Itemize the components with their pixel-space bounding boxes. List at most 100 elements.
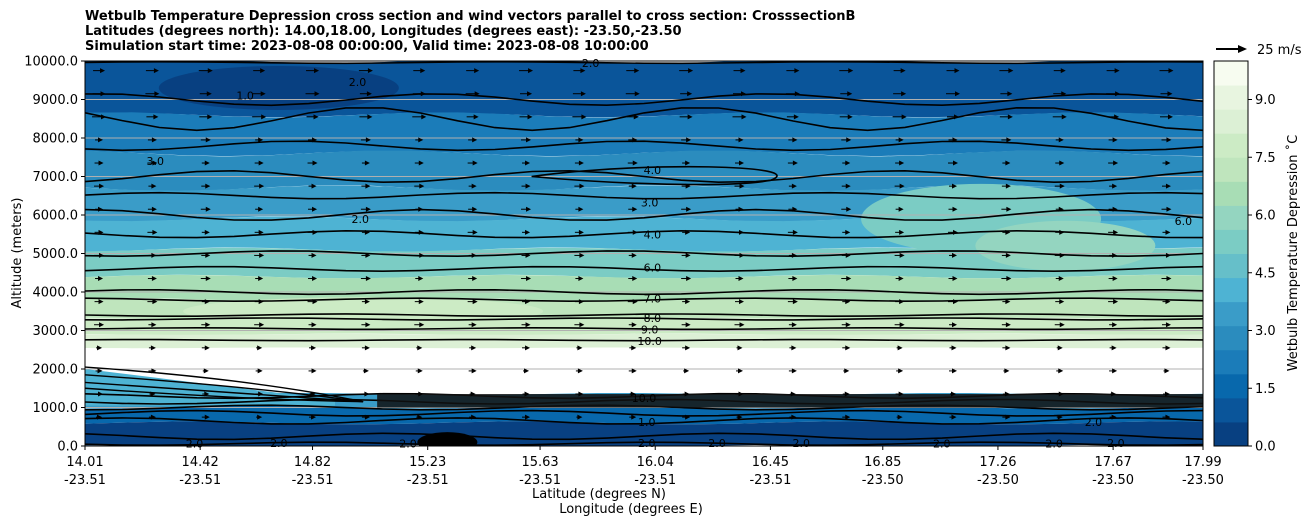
wind-vector-head	[207, 68, 213, 74]
contour-label: 2.0	[1107, 437, 1125, 450]
contour-band	[85, 274, 1203, 302]
x-tick-label-lon: -23.51	[634, 473, 676, 488]
wind-vector-head	[792, 160, 798, 166]
wind-vector-head	[99, 252, 105, 258]
wind-vector-head	[685, 345, 691, 351]
contour-line	[85, 140, 1203, 152]
wind-vector-head	[258, 229, 264, 235]
colorbar-swatch	[1214, 229, 1248, 254]
wind-vector-head	[1112, 322, 1118, 328]
wind-vector-head	[258, 391, 264, 397]
wind-vector-head	[258, 276, 264, 282]
wind-vector-head	[471, 368, 477, 374]
y-tick-label: 2000.0	[33, 363, 79, 378]
wind-vector-head	[1165, 322, 1171, 328]
wind-vector-head	[686, 137, 692, 143]
wind-vector-head	[1061, 91, 1067, 97]
wind-vector-head	[950, 391, 956, 397]
wind-vector-head	[1112, 368, 1118, 374]
contour-labels: 2.01.02.03.04.03.02.04.06.06.07.08.09.01…	[146, 57, 1192, 451]
contour-line	[85, 297, 1203, 303]
wind-vector-head	[685, 252, 691, 258]
wind-vector-head	[364, 345, 370, 351]
colorbar-swatch	[1214, 133, 1248, 158]
wind-vector-head	[527, 91, 533, 97]
wind-vector-head	[578, 276, 584, 282]
wind-vector-head	[737, 414, 743, 420]
wind-vector-head	[154, 91, 160, 97]
wind-vector-head	[366, 91, 372, 97]
wind-vector-head	[1166, 206, 1172, 212]
wind-vector-head	[312, 160, 318, 166]
wind-vector-head	[259, 322, 265, 328]
contour-label: 2.0	[708, 437, 726, 450]
wind-vector-head	[99, 322, 105, 328]
wind-vector-head	[951, 183, 957, 189]
wind-vector-head	[901, 114, 907, 120]
colorbar-tick-label: 9.0	[1255, 93, 1276, 108]
wind-vector-head	[632, 206, 638, 212]
wind-vector-head	[579, 322, 585, 328]
contour-label: 3.0	[146, 155, 164, 168]
contour-line	[85, 191, 1203, 200]
wind-vector-head	[259, 183, 265, 189]
wind-vector-head	[1165, 183, 1171, 189]
wind-vector-head	[1113, 229, 1119, 235]
wind-vector-head	[205, 322, 211, 328]
wind-vector-head	[791, 183, 797, 189]
wind-vector-head	[794, 91, 800, 97]
wind-vector-head	[311, 368, 317, 374]
wind-vector-head	[474, 68, 480, 74]
wind-vector-head	[98, 137, 104, 143]
colorbar-label: Wetbulb Temperature Depression ˚C	[1285, 135, 1301, 372]
wind-vector-head	[101, 114, 107, 120]
x-tick-label-lat: 16.45	[752, 455, 789, 470]
wind-vector-head	[791, 368, 797, 374]
colorbar-frame	[1213, 60, 1249, 447]
wind-vector-head	[790, 391, 796, 397]
colorbar-swatch	[1214, 61, 1248, 86]
contour-lines	[85, 61, 1203, 446]
x-tick-label-lat: 15.23	[409, 455, 446, 470]
wind-vector-head	[312, 299, 318, 305]
wind-vector-head	[367, 68, 373, 74]
wind-vector-head	[633, 114, 639, 120]
contour-label: 10.0	[637, 335, 662, 348]
wind-vector-head	[1004, 391, 1010, 397]
wind-vector-head	[1111, 414, 1117, 420]
wind-vector-head	[685, 229, 691, 235]
wind-vector-head	[791, 322, 797, 328]
wind-vector-head	[98, 229, 104, 235]
wind-vector-head	[367, 114, 373, 120]
x-tick-label-lat: 16.85	[864, 455, 901, 470]
wind-vector-head	[684, 368, 690, 374]
wind-vector-head	[365, 183, 371, 189]
colorbar-swatch	[1214, 181, 1248, 206]
wind-vector-head	[97, 414, 103, 420]
wind-vector-head	[794, 68, 800, 74]
wind-vector-head	[951, 345, 957, 351]
wind-vector-head	[204, 414, 210, 420]
wind-vector-head	[685, 414, 691, 420]
wind-vector-head	[1165, 414, 1171, 420]
wind-vector-head	[687, 114, 693, 120]
x-tick-label-lon: -23.50	[977, 473, 1019, 488]
colorbar-swatch	[1214, 109, 1248, 134]
wind-vector-head	[150, 414, 156, 420]
wind-vector-head	[578, 391, 584, 397]
wind-vector-head	[1059, 252, 1065, 258]
wind-vector-head	[364, 160, 370, 166]
contour-line	[85, 61, 1203, 65]
wind-vector-head	[310, 391, 316, 397]
wind-vector-head	[363, 368, 369, 374]
x-tick-label-lon: -23.51	[407, 473, 449, 488]
wind-vector-head	[472, 206, 478, 212]
wind-vector-head	[418, 276, 424, 282]
title-line-1: Wetbulb Temperature Depression cross sec…	[85, 9, 856, 24]
contour-line	[85, 106, 1203, 132]
contour-patch	[975, 220, 1156, 271]
wind-vector-head	[1057, 345, 1063, 351]
wind-vector-head	[791, 345, 797, 351]
wind-vector-head	[258, 137, 264, 143]
contour-line	[85, 313, 1203, 318]
